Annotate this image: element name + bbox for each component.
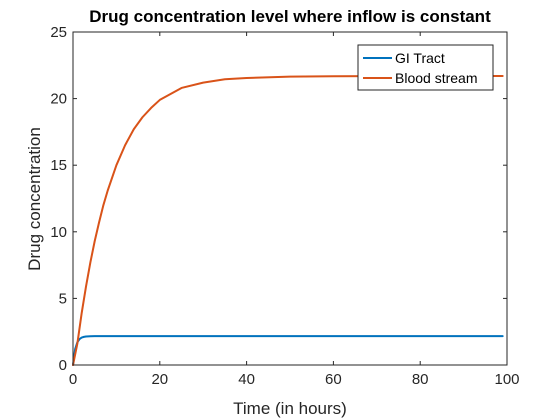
x-tick-label: 60 [325, 371, 342, 388]
y-tick-label: 20 [50, 91, 67, 108]
y-axis-title: Drug concentration [25, 127, 44, 271]
series-line-1 [72, 74, 504, 366]
axes-box [72, 31, 508, 366]
y-tick-label: 0 [59, 357, 67, 374]
x-axis-title: Time (in hours) [233, 399, 347, 418]
legend-label-1: Blood stream [395, 70, 477, 86]
legend: GI Tract Blood stream [357, 44, 494, 91]
chart-title: Drug concentration level where inflow is… [89, 7, 491, 26]
y-tick-label: 5 [59, 290, 67, 307]
y-tick-label: 15 [50, 157, 67, 174]
plot-area: 0 20 40 60 80 100 0 5 10 15 20 25 [50, 24, 519, 388]
legend-box [357, 44, 494, 91]
x-tick-label: 20 [151, 371, 168, 388]
series-line-0 [72, 335, 504, 366]
x-tick-label: 80 [412, 371, 429, 388]
y-tick-label: 25 [50, 24, 67, 41]
x-tick-label: 0 [69, 371, 77, 388]
x-tick-label: 100 [494, 371, 519, 388]
y-tick-label: 10 [50, 224, 67, 241]
legend-label-0: GI Tract [395, 50, 445, 66]
x-tick-label: 40 [238, 371, 255, 388]
